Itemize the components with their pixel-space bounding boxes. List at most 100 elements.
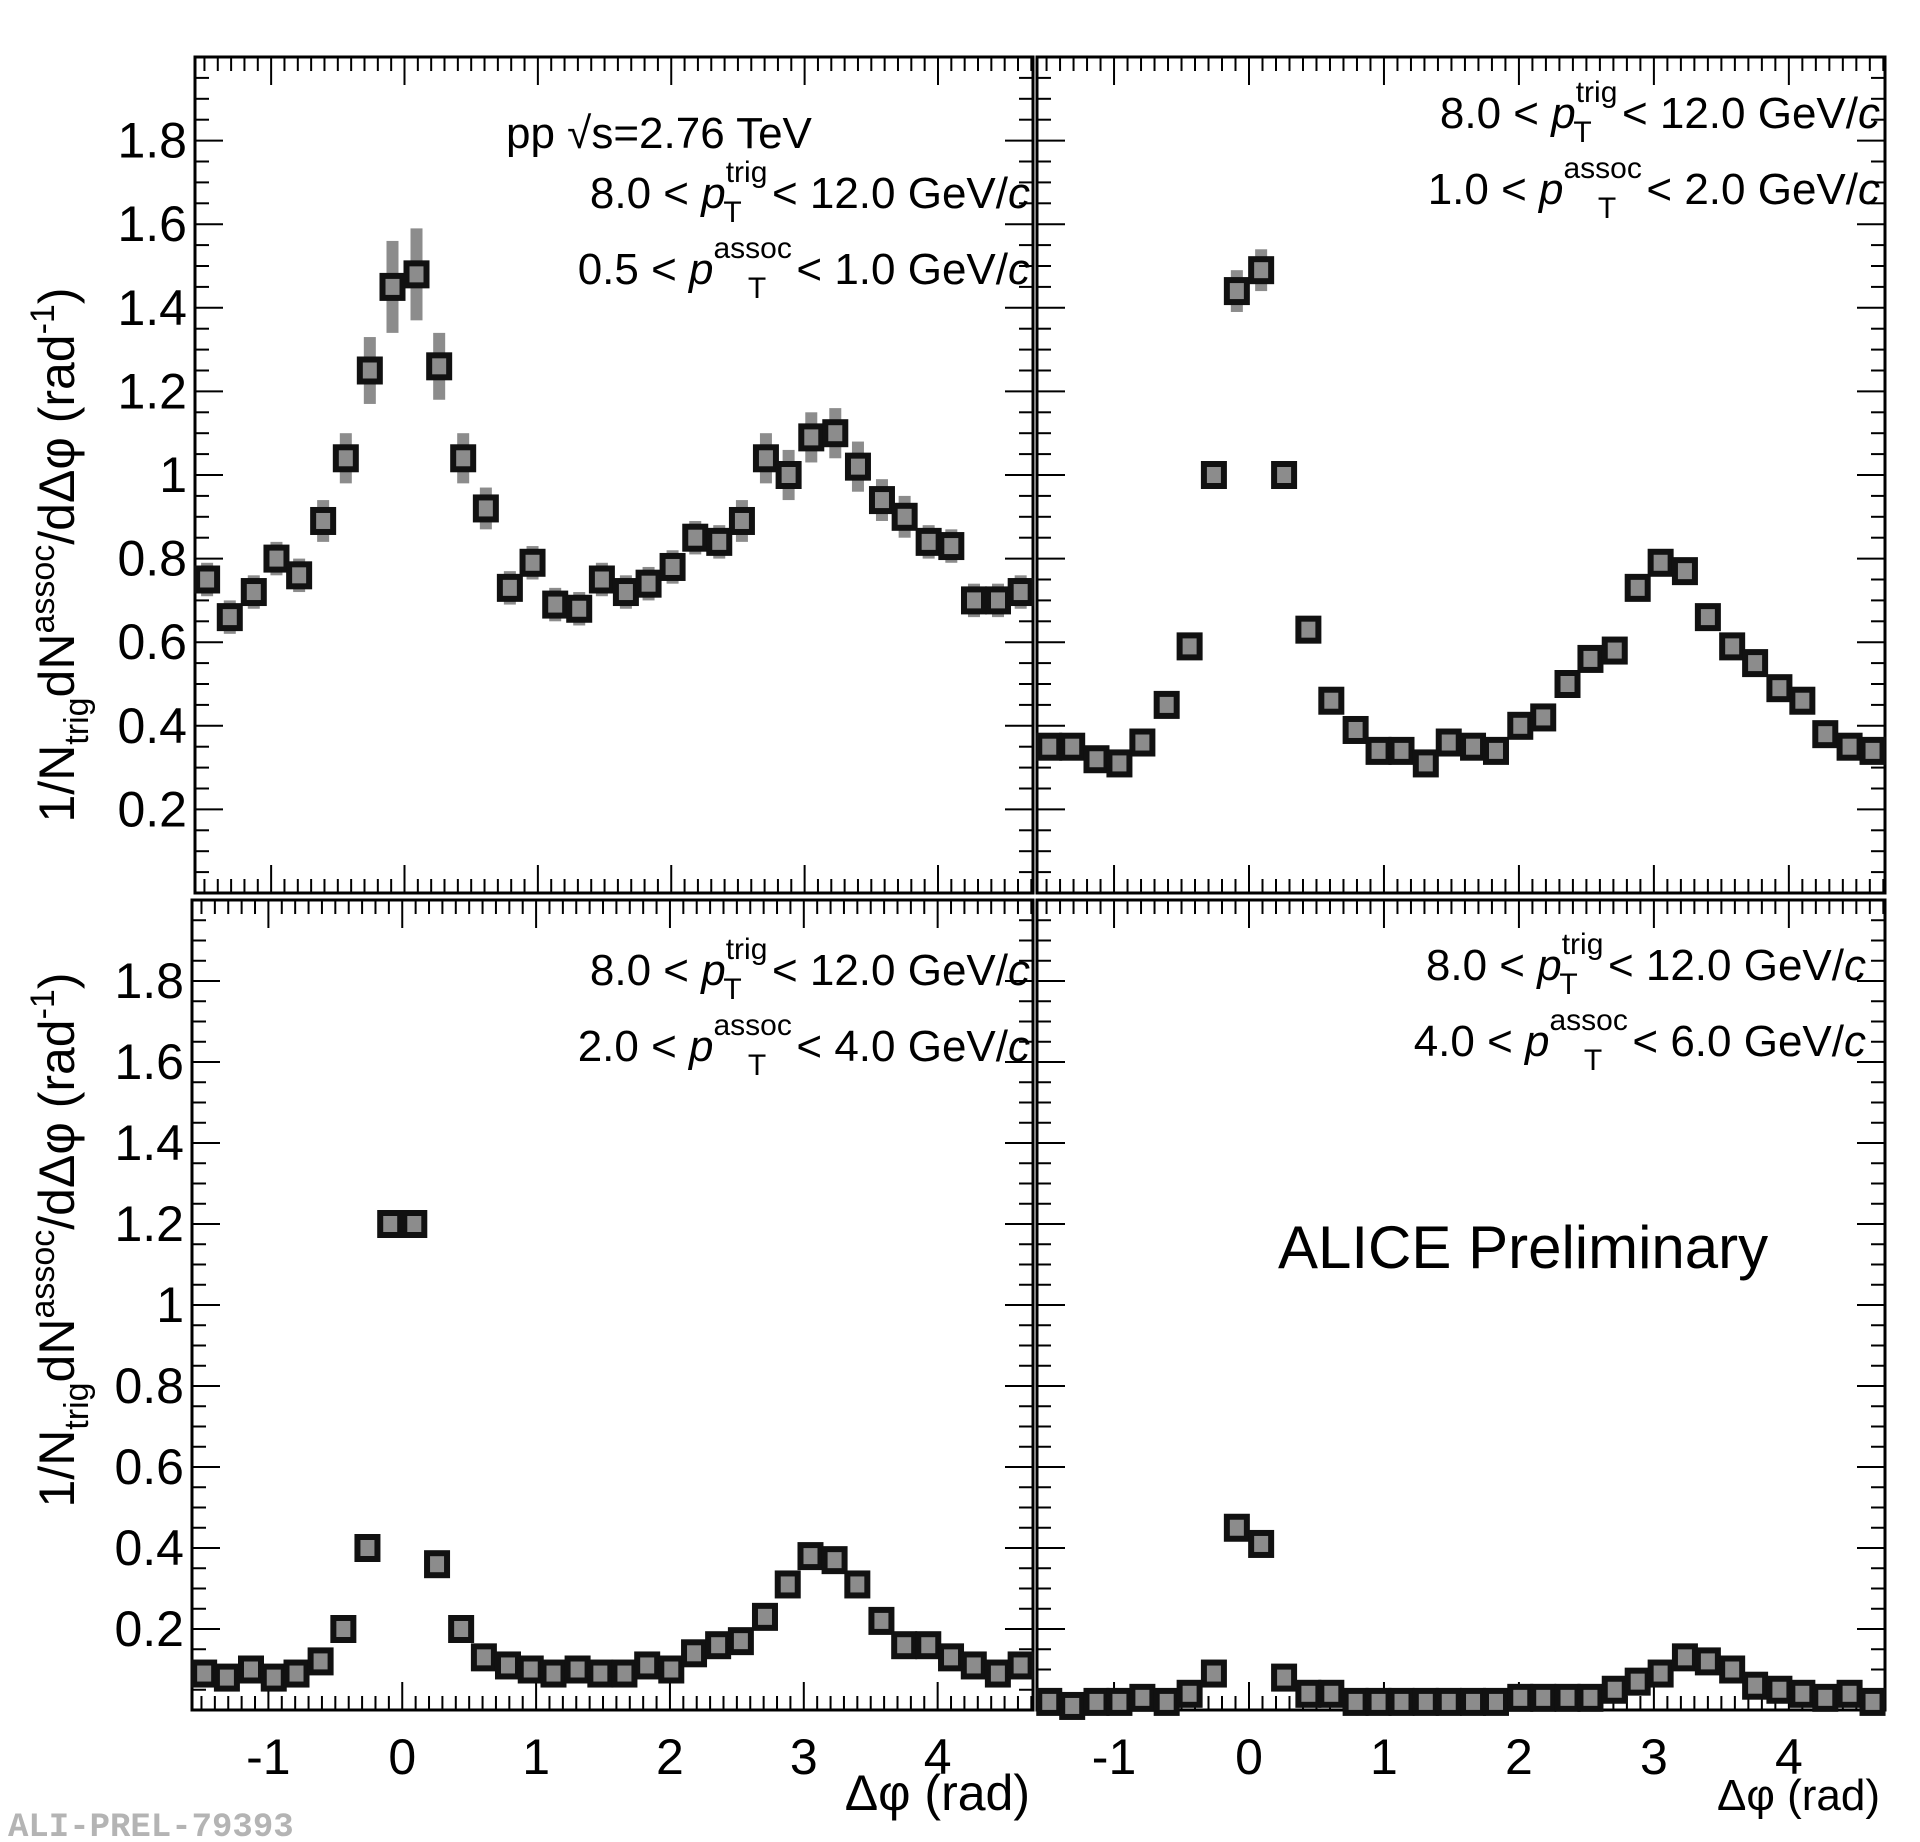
x-tick-label: -1 (1092, 1729, 1136, 1785)
data-point (706, 525, 733, 559)
data-point (1176, 632, 1203, 661)
square-marker (1671, 557, 1698, 586)
data-point (1460, 732, 1487, 761)
square-marker (1577, 644, 1604, 673)
data-point (1036, 732, 1063, 761)
data-point (1719, 1655, 1746, 1684)
square-marker (377, 1210, 404, 1238)
data-point (517, 1655, 544, 1684)
data-point (938, 1643, 965, 1672)
square-marker (472, 494, 499, 523)
pt-range-label: 1.0 < passoc T < 2.0 GeV/c (1428, 152, 1880, 225)
data-point (1460, 1687, 1487, 1716)
data-point (1789, 1679, 1816, 1708)
square-marker (1766, 674, 1793, 703)
data-point (1530, 1683, 1557, 1712)
square-marker (611, 1659, 638, 1688)
data-point (658, 1655, 685, 1684)
square-marker (1859, 736, 1886, 765)
y-tick-label: 1.2 (114, 1196, 184, 1252)
data-point (379, 240, 406, 333)
square-marker (844, 452, 871, 481)
data-point (728, 500, 755, 542)
y-tick-label: 0.6 (117, 614, 187, 670)
data-point (1530, 703, 1557, 732)
data-point (844, 1570, 871, 1599)
data-point (1412, 1687, 1439, 1716)
data-point (1647, 1659, 1674, 1688)
data-point (260, 1663, 287, 1692)
square-marker (1248, 1529, 1275, 1558)
square-marker (1530, 1683, 1557, 1712)
y-tick-label: 0.2 (114, 1601, 184, 1657)
preliminary-label: ALICE Preliminary (1278, 1214, 1768, 1281)
square-marker (542, 590, 569, 619)
data-point (307, 1647, 334, 1676)
square-marker (1577, 1683, 1604, 1712)
data-point (194, 562, 221, 597)
square-marker (450, 444, 477, 473)
square-marker (1507, 1683, 1534, 1712)
square-marker (821, 1546, 848, 1575)
data-point (1507, 1683, 1534, 1712)
x-tick-label: 1 (1370, 1729, 1398, 1785)
square-marker (798, 423, 825, 452)
data-point (519, 546, 546, 580)
y-tick-label: 1.6 (117, 196, 187, 252)
data-point (1059, 732, 1086, 761)
data-point (540, 1659, 567, 1688)
data-point (775, 449, 802, 501)
square-marker (891, 502, 918, 531)
data-point (727, 1627, 754, 1656)
data-point (263, 541, 290, 576)
data-point (1200, 1659, 1227, 1688)
square-marker (1295, 615, 1322, 644)
data-point (1435, 728, 1462, 757)
square-marker (517, 1655, 544, 1684)
data-point (612, 575, 639, 609)
data-point (752, 433, 779, 484)
square-marker (540, 1659, 567, 1688)
data-point (1482, 1687, 1509, 1716)
data-point (286, 558, 313, 593)
data-point (496, 571, 523, 605)
data-point (1577, 1683, 1604, 1712)
square-marker (1789, 1679, 1816, 1708)
square-marker (1342, 1687, 1369, 1716)
data-point (1601, 1675, 1628, 1704)
data-point (682, 520, 709, 555)
square-marker (263, 544, 290, 573)
square-marker (1129, 1683, 1156, 1712)
square-marker (1271, 1663, 1298, 1692)
square-marker (1624, 573, 1651, 602)
square-marker (496, 573, 523, 602)
data-point (774, 1570, 801, 1599)
square-marker (564, 1655, 591, 1684)
square-marker (1719, 1655, 1746, 1684)
square-marker (401, 1210, 428, 1238)
square-marker (1482, 736, 1509, 765)
data-point (797, 1542, 824, 1571)
data-point (705, 1631, 732, 1660)
data-point (566, 592, 593, 626)
data-point (1153, 1687, 1180, 1716)
square-marker (1036, 732, 1063, 761)
square-marker (822, 419, 849, 448)
y-axis-title-top: 1/NtrigdNassoc/dΔφ (rad-1) (24, 287, 96, 822)
y-tick-label: 1.8 (114, 953, 184, 1009)
data-point (1342, 715, 1369, 744)
y-axis-title-bottom: 1/NtrigdNassoc/dΔφ (rad-1) (24, 972, 96, 1507)
data-point (1859, 1687, 1886, 1716)
square-marker (213, 1663, 240, 1692)
y-tick-label: 1.4 (117, 280, 187, 336)
square-marker (1176, 632, 1203, 661)
data-point (1412, 749, 1439, 778)
data-point (1789, 686, 1816, 715)
square-marker (1176, 1679, 1203, 1708)
square-marker (1624, 1667, 1651, 1696)
data-point (587, 1659, 614, 1688)
square-marker (1789, 686, 1816, 715)
data-point (448, 1615, 475, 1643)
pt-range-label: 0.5 < passoc T < 1.0 GeV/c (578, 232, 1030, 305)
